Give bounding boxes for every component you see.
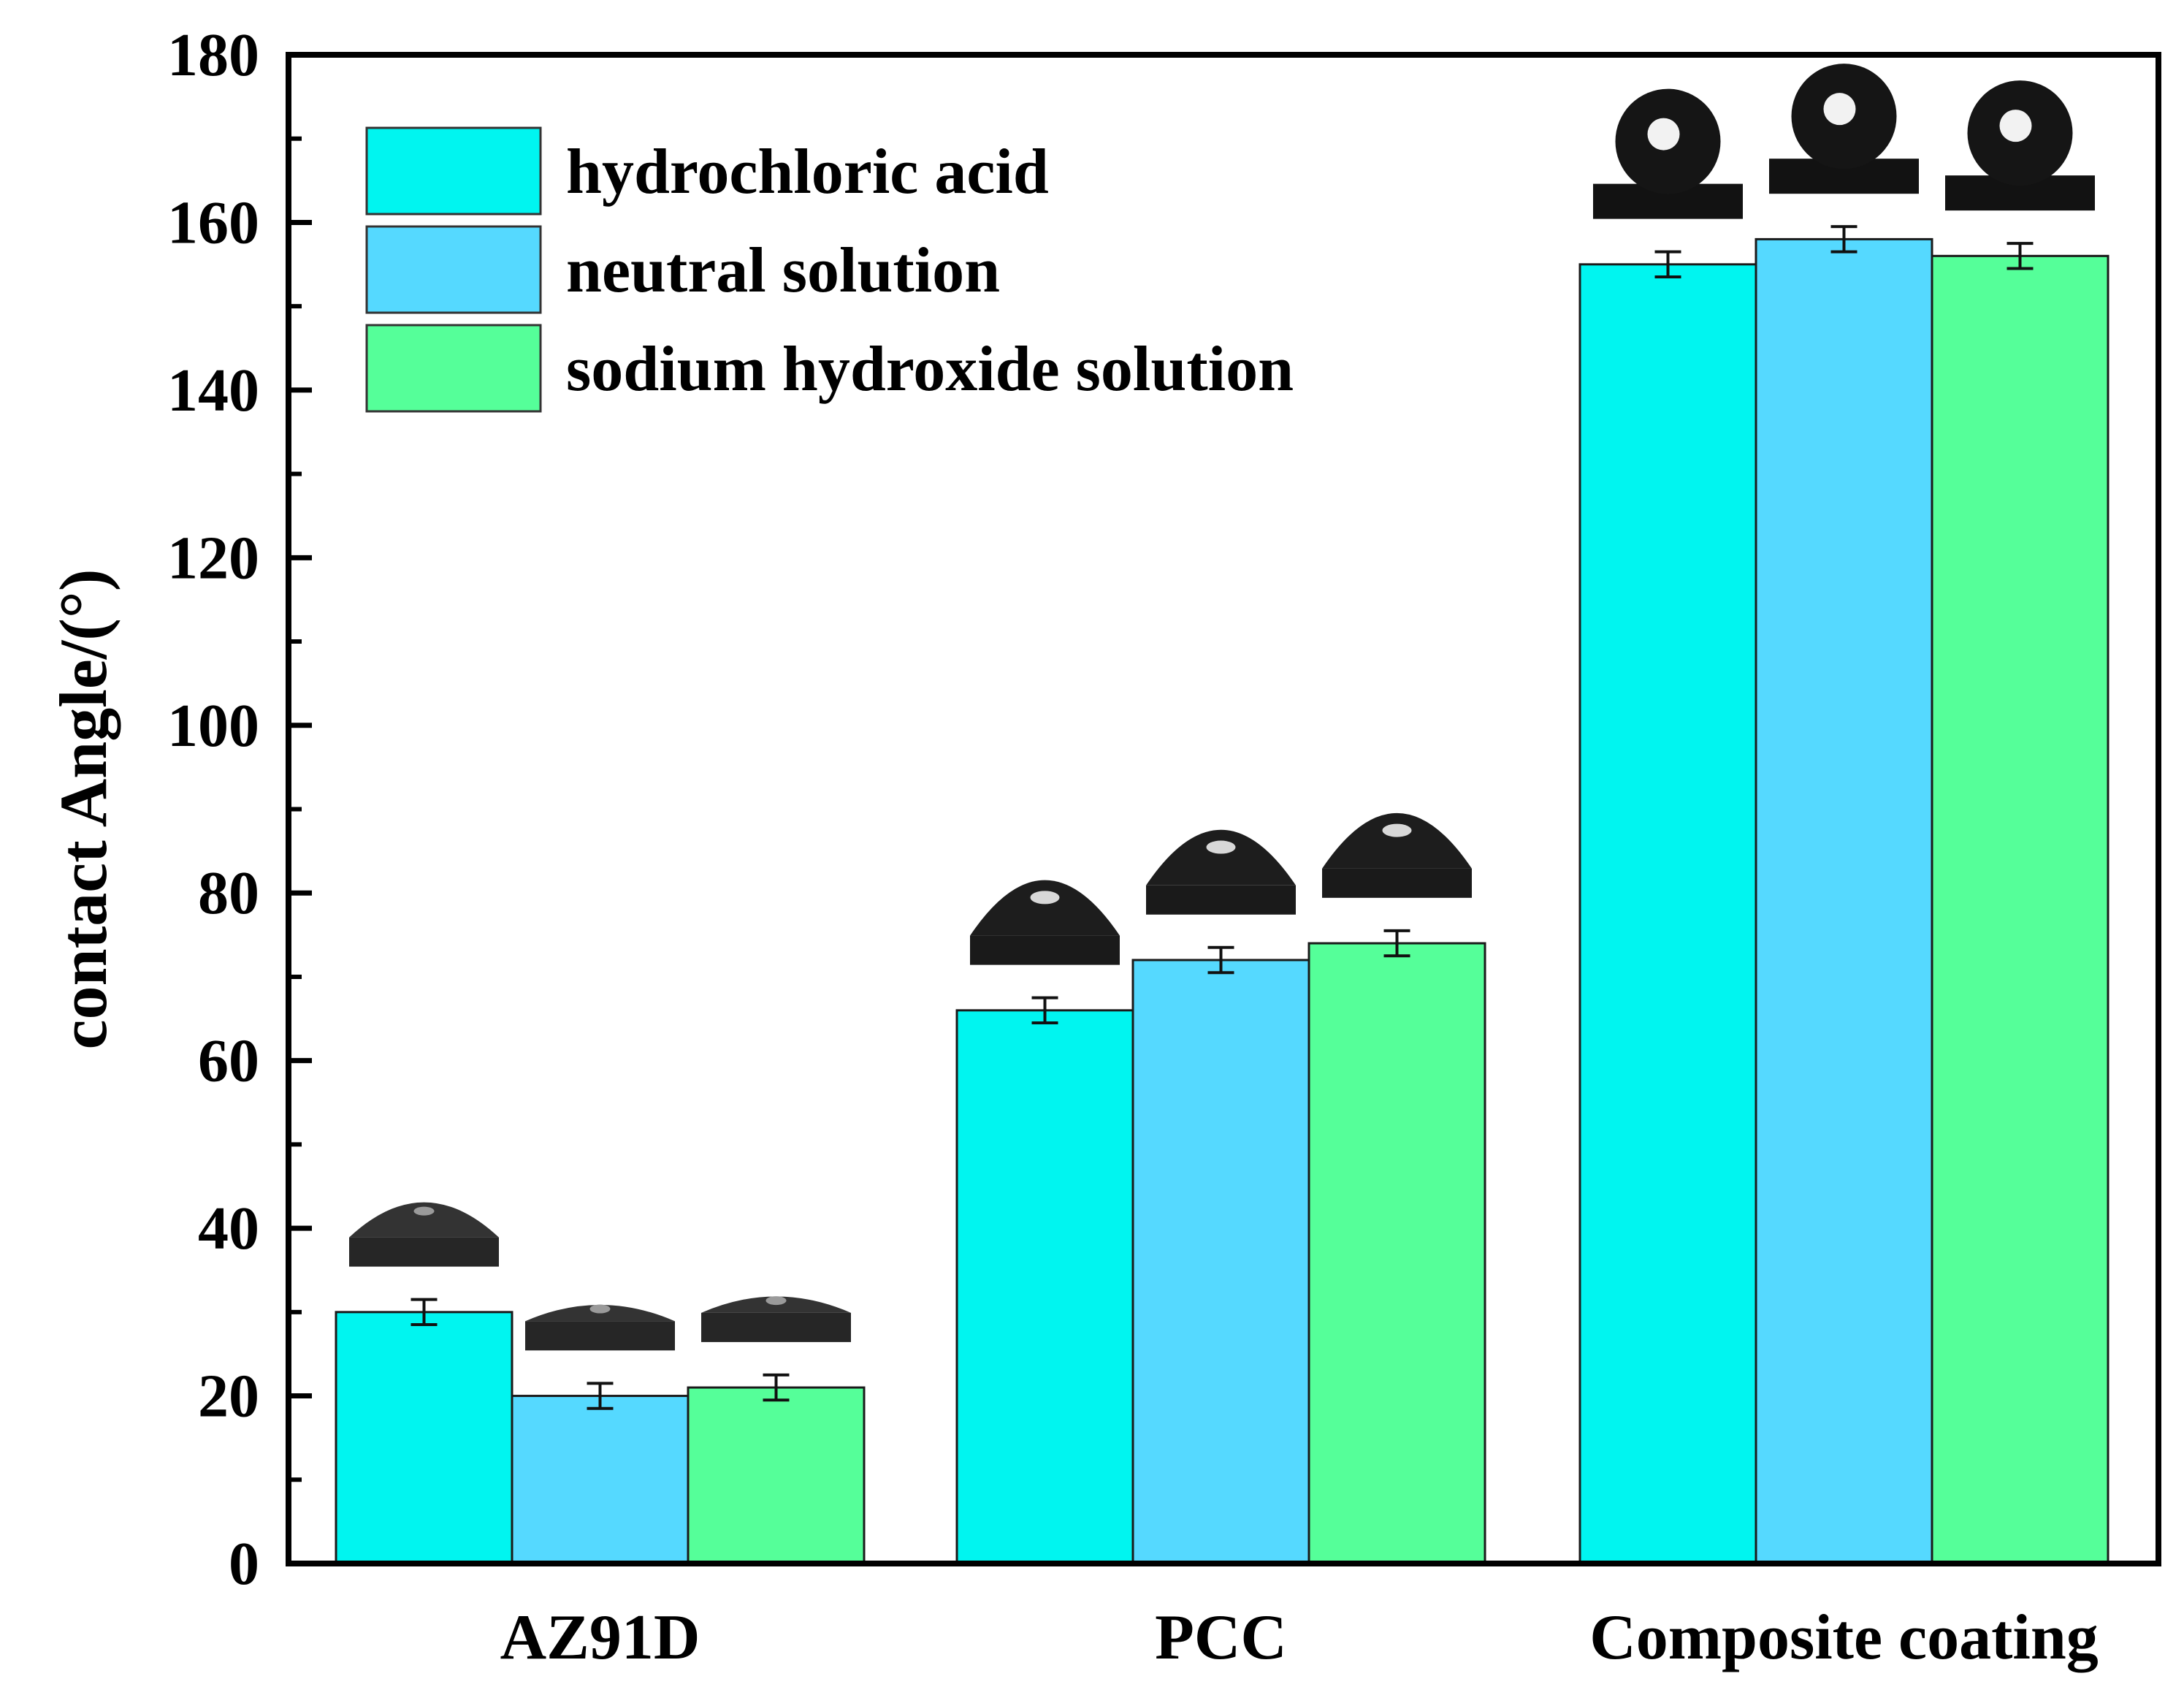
legend-label-1: neutral solution: [566, 235, 1000, 306]
bar-0-1: [955, 1009, 1134, 1565]
x-axis-categories: AZ91D PCC Composite coating: [500, 1602, 2099, 1673]
legend: hydrochloric acid neutral solution sodium …: [365, 126, 1294, 413]
y-tick-label: 100: [167, 692, 259, 760]
error-bars-layer: [411, 225, 2034, 1410]
y-tick-label: 60: [198, 1027, 259, 1095]
y-tick-label: 140: [167, 357, 259, 424]
droplet-photo: [970, 880, 1120, 965]
y-tick-label: 120: [167, 524, 259, 592]
bar-2-1: [1307, 942, 1486, 1565]
y-tick-label: 20: [198, 1363, 259, 1431]
y-tick-label: 160: [167, 188, 259, 256]
y-axis-ticks: 0 20 40 60 80 100 120 140 160 180: [167, 21, 312, 1598]
droplet-photo: [525, 1304, 675, 1351]
droplet-photo: [1322, 812, 1472, 898]
bar-1-1: [1131, 959, 1310, 1565]
droplet-photo: [1146, 829, 1296, 915]
droplet-photo: [701, 1296, 851, 1342]
legend-swatch-2: [365, 324, 542, 413]
droplet-photos: [349, 64, 2095, 1351]
x-category-label: Composite coating: [1589, 1602, 2099, 1673]
bar-0-2: [1578, 263, 1757, 1565]
legend-label-0: hydrochloric acid: [566, 137, 1049, 207]
droplet-photo: [349, 1202, 499, 1267]
bar-2-0: [687, 1386, 866, 1565]
x-category-label: AZ91D: [500, 1602, 700, 1673]
droplet-photo: [1593, 88, 1743, 219]
y-tick-label: 40: [198, 1195, 259, 1263]
bars-layer: [335, 237, 2109, 1565]
bar-1-2: [1755, 237, 1933, 1565]
y-tick-label: 0: [229, 1530, 259, 1598]
y-axis-title: contact Angle/(°): [46, 569, 121, 1050]
droplet-photo: [1945, 80, 2095, 211]
bar-1-0: [511, 1395, 690, 1565]
legend-label-2: sodium hydroxide solution: [566, 334, 1294, 405]
droplet-photo: [1769, 64, 1919, 194]
y-tick-label: 180: [167, 21, 259, 89]
legend-swatch-1: [365, 225, 542, 314]
bar-0-0: [335, 1311, 513, 1565]
legend-swatch-0: [365, 126, 542, 216]
x-category-label: PCC: [1155, 1602, 1287, 1673]
y-tick-label: 80: [198, 859, 259, 927]
bar-2-2: [1931, 254, 2109, 1565]
